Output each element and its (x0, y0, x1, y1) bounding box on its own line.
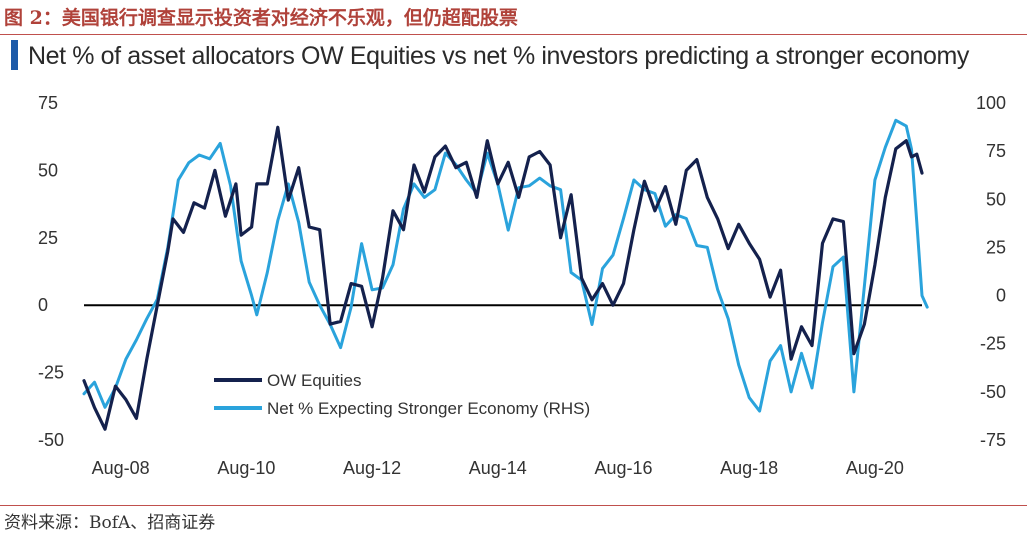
right-tick-label: 100 (976, 93, 1006, 113)
x-tick-label: Aug-14 (469, 458, 527, 478)
x-tick-label: Aug-20 (846, 458, 904, 478)
chart-legend: OW Equities Net % Expecting Stronger Econ… (214, 371, 590, 418)
chart-title: Net % of asset allocators OW Equities vs… (28, 42, 970, 70)
legend-label: OW Equities (267, 371, 361, 390)
right-tick-label: -75 (980, 430, 1006, 450)
title-divider (0, 34, 1027, 35)
x-tick-label: Aug-10 (217, 458, 275, 478)
left-tick-label: -25 (38, 363, 64, 383)
legend-label: Net % Expecting Stronger Economy (RHS) (267, 399, 590, 418)
right-tick-label: 75 (986, 141, 1006, 161)
left-axis-ticks: 75 50 25 0 -25 -50 (38, 93, 64, 450)
line-chart: 75 50 25 0 -25 -50 100 75 50 25 0 -25 -50 -75 Aug-08… (38, 93, 1006, 478)
series-line-ow-equities (82, 125, 924, 431)
title-accent-bar (11, 40, 18, 70)
left-tick-label: 50 (38, 160, 58, 180)
left-tick-label: 25 (38, 228, 58, 248)
x-tick-label: Aug-16 (594, 458, 652, 478)
left-tick-label: 0 (38, 295, 48, 315)
right-tick-label: -50 (980, 382, 1006, 402)
right-axis-ticks: 100 75 50 25 0 -25 -50 -75 (976, 93, 1006, 450)
series-lines (82, 118, 929, 431)
right-tick-label: 0 (996, 286, 1006, 306)
x-tick-label: Aug-12 (343, 458, 401, 478)
source-divider (0, 505, 1027, 506)
right-tick-label: 25 (986, 237, 1006, 257)
series-line-economy-expectations (82, 118, 929, 413)
right-tick-label: 50 (986, 189, 1006, 209)
right-tick-label: -25 (980, 334, 1006, 354)
left-tick-label: -50 (38, 430, 64, 450)
figure-title: 图 2：美国银行调查显示投资者对经济不乐观，但仍超配股票 (4, 7, 518, 29)
x-tick-label: Aug-18 (720, 458, 778, 478)
x-axis-ticks: Aug-08 Aug-10 Aug-12 Aug-14 Aug-16 Aug-18 Aug-… (92, 458, 904, 478)
left-tick-label: 75 (38, 93, 58, 113)
x-tick-label: Aug-08 (92, 458, 150, 478)
source-note: 资料来源：BofA、招商证券 (4, 513, 216, 533)
